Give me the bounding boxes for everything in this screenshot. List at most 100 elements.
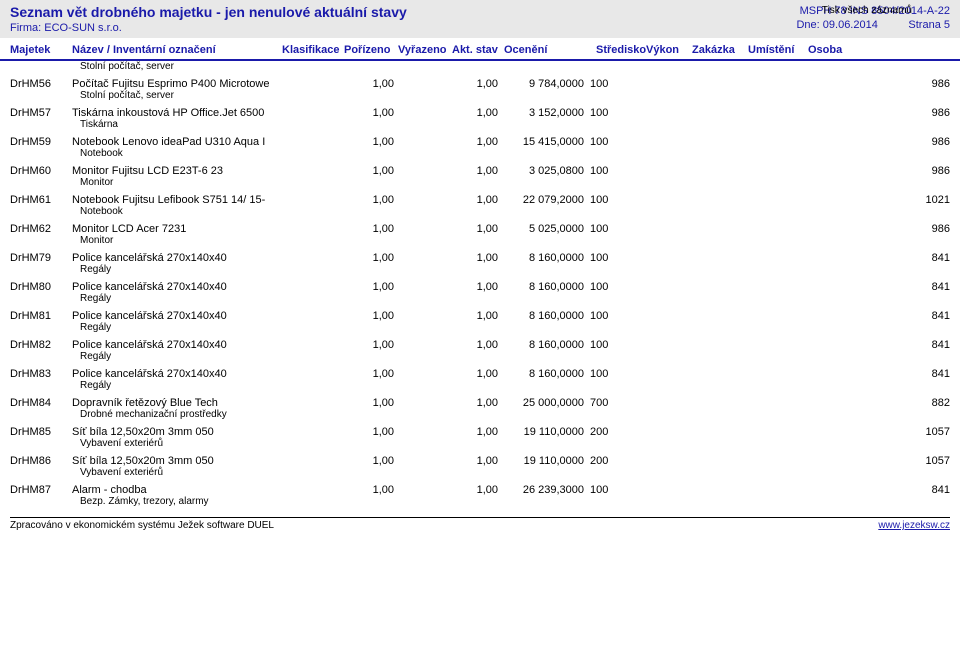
header-right-block: MSPH 78 INS 8504/2014-A-22 Tisk všech zá… <box>796 4 950 32</box>
cell-osoba: 841 <box>802 368 950 380</box>
cell-oceneni: 22 079,2000 <box>498 194 584 206</box>
table-row: DrHM62Monitor LCD Acer 72311,001,005 025… <box>10 219 950 248</box>
cell-majetek: DrHM59 <box>10 136 72 148</box>
table-row-main: DrHM84Dopravník řetězový Blue Tech1,001,… <box>10 393 950 409</box>
cell-majetek: DrHM86 <box>10 455 72 467</box>
cell-oceneni: 8 160,0000 <box>498 252 584 264</box>
cell-oceneni: 8 160,0000 <box>498 368 584 380</box>
leading-sub-line: Stolní počítač, server <box>10 61 950 74</box>
table-row-main: DrHM61Notebook Fujitsu Lefibook S751 14/… <box>10 190 950 206</box>
cell-porizeno: 1,00 <box>344 310 394 322</box>
col-vyrazeno: Vyřazeno <box>394 44 452 56</box>
column-headers: Majetek Název / Inventární označení Klas… <box>0 38 960 61</box>
cell-akt-stav: 1,00 <box>452 339 498 351</box>
report-footer: Zpracováno v ekonomickém systému Ježek s… <box>10 517 950 531</box>
cell-osoba: 986 <box>802 136 950 148</box>
firma-value: ECO-SUN s.r.o. <box>44 22 122 34</box>
cell-akt-stav: 1,00 <box>452 136 498 148</box>
table-row-sub: Regály <box>10 351 950 364</box>
cell-stredisko: 100 <box>584 78 640 90</box>
header-right-line2: Dne: 09.06.2014 Strana 5 <box>796 18 950 32</box>
cell-stredisko: 100 <box>584 165 640 177</box>
cell-porizeno: 1,00 <box>344 484 394 496</box>
footer-left: Zpracováno v ekonomickém systému Ježek s… <box>10 520 274 531</box>
cell-stredisko: 100 <box>584 281 640 293</box>
cell-oceneni: 19 110,0000 <box>498 455 584 467</box>
table-row-sub: Notebook <box>10 206 950 219</box>
table-row: DrHM80Police kancelářská 270x140x401,001… <box>10 277 950 306</box>
cell-nazev: Síť bíla 12,50x20m 3mm 050 <box>72 426 282 438</box>
cell-oceneni: 8 160,0000 <box>498 281 584 293</box>
cell-majetek: DrHM79 <box>10 252 72 264</box>
cell-stredisko: 100 <box>584 368 640 380</box>
cell-majetek: DrHM56 <box>10 78 72 90</box>
cell-porizeno: 1,00 <box>344 78 394 90</box>
cell-nazev: Počítač Fujitsu Esprimo P400 Microtowe <box>72 78 282 90</box>
table-row-sub: Bezp. Zámky, trezory, alarmy <box>10 496 950 509</box>
cell-nazev: Tiskárna inkoustová HP Office.Jet 6500 <box>72 107 282 119</box>
cell-stredisko: 700 <box>584 397 640 409</box>
cell-porizeno: 1,00 <box>344 136 394 148</box>
cell-stredisko: 100 <box>584 484 640 496</box>
col-nazev: Název / Inventární označení <box>72 44 282 56</box>
table-row-sub: Regály <box>10 264 950 277</box>
table-row-sub: Vybavení exteriérů <box>10 438 950 451</box>
col-porizeno: Pořízeno <box>344 44 394 56</box>
table-row-sub: Regály <box>10 380 950 393</box>
cell-akt-stav: 1,00 <box>452 310 498 322</box>
col-stredisko: Středisko <box>590 44 646 56</box>
cell-akt-stav: 1,00 <box>452 426 498 438</box>
cell-nazev: Dopravník řetězový Blue Tech <box>72 397 282 409</box>
cell-osoba: 986 <box>802 107 950 119</box>
cell-osoba: 882 <box>802 397 950 409</box>
cell-akt-stav: 1,00 <box>452 78 498 90</box>
cell-oceneni: 8 160,0000 <box>498 310 584 322</box>
cell-oceneni: 26 239,3000 <box>498 484 584 496</box>
cell-osoba: 841 <box>802 252 950 264</box>
table-row: DrHM85Síť bíla 12,50x20m 3mm 0501,001,00… <box>10 422 950 451</box>
cell-porizeno: 1,00 <box>344 397 394 409</box>
table-row-sub: Regály <box>10 322 950 335</box>
cell-stredisko: 100 <box>584 310 640 322</box>
footer-link[interactable]: www.jezeksw.cz <box>878 520 950 531</box>
cell-osoba: 986 <box>802 165 950 177</box>
table-row: DrHM57Tiskárna inkoustová HP Office.Jet … <box>10 103 950 132</box>
table-row-main: DrHM60Monitor Fujitsu LCD E23T-6 23 1,00 1… <box>10 161 950 177</box>
cell-akt-stav: 1,00 <box>452 165 498 177</box>
table-row-main: DrHM83Police kancelářská 270x140x401,001… <box>10 364 950 380</box>
table-row-sub: Vybavení exteriérů <box>10 467 950 480</box>
cell-akt-stav: 1,00 <box>452 281 498 293</box>
cell-majetek: DrHM84 <box>10 397 72 409</box>
cell-oceneni: 5 025,0000 <box>498 223 584 235</box>
cell-akt-stav: 1,00 <box>452 194 498 206</box>
cell-osoba: 986 <box>802 223 950 235</box>
cell-osoba: 986 <box>802 78 950 90</box>
header-right-line1: MSPH 78 INS 8504/2014-A-22 Tisk všech zá… <box>796 4 950 18</box>
cell-oceneni: 3 025,0800 <box>498 165 584 177</box>
table-row-main: DrHM79Police kancelářská 270x140x401,001… <box>10 248 950 264</box>
cell-stredisko: 100 <box>584 252 640 264</box>
col-oceneni: Ocenění <box>498 44 590 56</box>
cell-majetek: DrHM87 <box>10 484 72 496</box>
table-row-sub: Monitor <box>10 235 950 248</box>
cell-porizeno: 1,00 <box>344 281 394 293</box>
table-row-main: DrHM85Síť bíla 12,50x20m 3mm 0501,001,00… <box>10 422 950 438</box>
cell-nazev: Police kancelářská 270x140x40 <box>72 252 282 264</box>
cell-majetek: DrHM82 <box>10 339 72 351</box>
cell-stredisko: 100 <box>584 194 640 206</box>
cell-osoba: 1021 <box>802 194 950 206</box>
cell-akt-stav: 1,00 <box>452 107 498 119</box>
table-row-sub: Notebook <box>10 148 950 161</box>
table-row: DrHM79Police kancelářská 270x140x401,001… <box>10 248 950 277</box>
cell-osoba: 841 <box>802 281 950 293</box>
cell-nazev: Police kancelářská 270x140x40 <box>72 281 282 293</box>
cell-stredisko: 200 <box>584 455 640 467</box>
cell-nazev: Monitor Fujitsu LCD E23T-6 23 <box>72 165 282 177</box>
cell-porizeno: 1,00 <box>344 426 394 438</box>
table-row: DrHM86Síť bíla 12,50x20m 3mm 0501,001,00… <box>10 451 950 480</box>
table-row: DrHM56Počítač Fujitsu Esprimo P400 Micro… <box>10 74 950 103</box>
cell-majetek: DrHM60 <box>10 165 72 177</box>
cell-porizeno: 1,00 <box>344 165 394 177</box>
cell-akt-stav: 1,00 <box>452 368 498 380</box>
cell-porizeno: 1,00 <box>344 223 394 235</box>
